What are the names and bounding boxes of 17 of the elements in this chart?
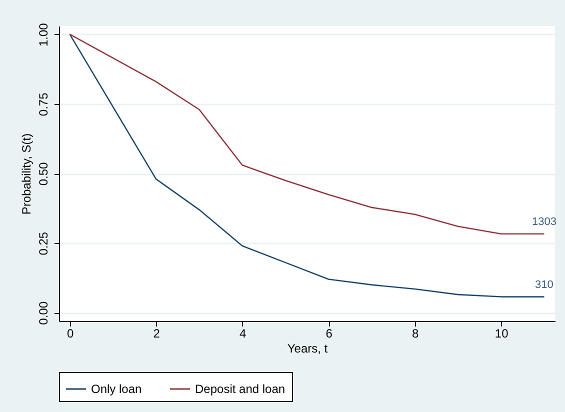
y-tick-label: 0.50 <box>36 162 50 186</box>
legend-label: Only loan <box>91 382 142 396</box>
y-tick-label: 1.00 <box>36 22 50 47</box>
y-tick-label: 0.25 <box>36 232 50 256</box>
x-tick-label: 0 <box>66 326 74 340</box>
y-tick-label: 0.00 <box>36 301 50 325</box>
x-tick-label: 4 <box>239 326 246 340</box>
x-tick-label: 2 <box>153 326 160 340</box>
annotation: 1303 <box>532 216 556 228</box>
x-tick-label: 10 <box>494 326 509 340</box>
y-tick-label: 0.75 <box>36 92 50 116</box>
x-tick-label: 6 <box>326 326 333 340</box>
y-axis-title: Probability, S(t) <box>20 133 34 215</box>
legend-label: Deposit and loan <box>195 382 286 396</box>
x-tick-label: 8 <box>412 326 419 340</box>
annotation: 310 <box>535 278 554 291</box>
x-axis-title: Years, t <box>287 342 328 356</box>
